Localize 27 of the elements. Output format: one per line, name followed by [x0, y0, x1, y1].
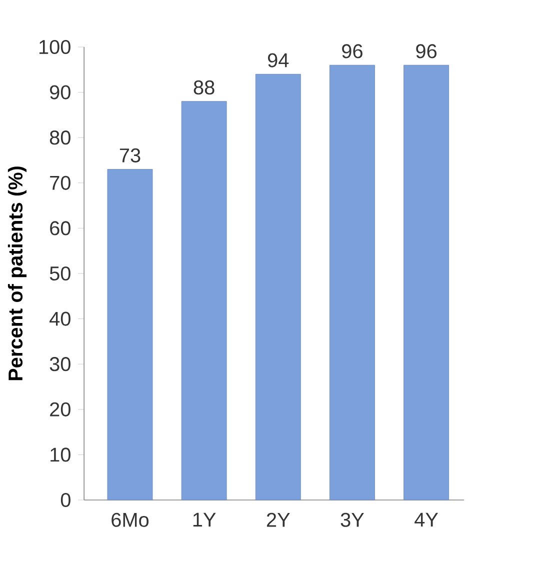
x-tick-label: 6Mo	[112, 512, 149, 527]
x-tick-label: 3Y	[340, 512, 364, 527]
bar	[181, 101, 227, 500]
y-tick-label: 40	[50, 312, 70, 326]
y-tick-label: 50	[50, 266, 70, 281]
bar	[107, 169, 153, 500]
bar	[255, 74, 301, 500]
y-tick-label: 10	[50, 448, 70, 462]
bar	[404, 64, 449, 500]
y-tick-label: 100	[40, 40, 70, 54]
data-label: 88	[194, 80, 214, 95]
y-tick-label: 60	[50, 221, 70, 236]
y-tick-label: 0	[60, 492, 70, 508]
y-tick-label: 20	[50, 402, 70, 416]
data-label: 73	[120, 148, 140, 162]
y-tick-label: 90	[50, 85, 70, 100]
y-axis-title: Percent of patients (%)	[8, 166, 27, 380]
y-tick-label: 30	[50, 357, 70, 372]
x-tick-label: 2Y	[266, 512, 290, 527]
data-label: 96	[416, 44, 436, 58]
x-tick-label: 1Y	[193, 512, 216, 527]
y-tick-label: 70	[50, 176, 70, 190]
x-tick-label: 4Y	[414, 512, 438, 527]
bar	[330, 64, 375, 500]
data-label: 96	[342, 44, 362, 58]
data-label: 94	[268, 53, 289, 68]
y-tick-label: 80	[50, 130, 70, 145]
